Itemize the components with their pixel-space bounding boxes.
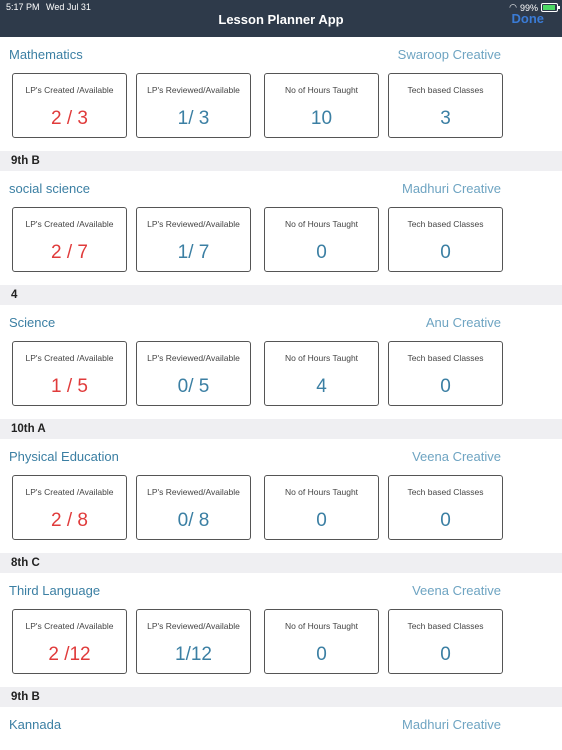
subject-row[interactable]: Science Anu Creative <box>0 305 562 341</box>
battery-icon <box>541 3 560 12</box>
class-header: 9th B <box>0 151 562 171</box>
card-label: LP's Created /Available <box>25 219 114 229</box>
hours-taught-card[interactable]: No of Hours Taught 0 <box>264 609 379 674</box>
subject-name: Physical Education <box>9 449 119 464</box>
hours-taught-value: 0 <box>316 644 327 665</box>
lp-created-card[interactable]: LP's Created /Available 2 / 7 <box>12 207 127 272</box>
lp-reviewed-value: 1/ 7 <box>177 242 210 263</box>
hours-taught-card[interactable]: No of Hours Taught 0 <box>264 475 379 540</box>
lp-created-value: 2 / 8 <box>51 510 88 531</box>
stats-cards: LP's Created /Available 2 /12 LP's Revie… <box>0 609 562 675</box>
teacher-name: Anu Creative <box>425 315 501 330</box>
wifi-icon: ◠ <box>509 2 517 12</box>
subject-name: Kannada <box>9 717 62 732</box>
subject-row[interactable]: Third Language Veena Creative <box>0 573 562 609</box>
card-label: Tech based Classes <box>407 621 484 631</box>
card-label: No of Hours Taught <box>284 353 359 363</box>
subject-name: social science <box>9 181 90 196</box>
tech-classes-value: 0 <box>440 510 451 531</box>
tech-classes-value: 0 <box>440 376 451 397</box>
lp-reviewed-value: 0/ 5 <box>177 376 210 397</box>
lp-reviewed-value: 0/ 8 <box>177 510 210 531</box>
lp-created-card[interactable]: LP's Created /Available 2 / 3 <box>12 73 127 138</box>
card-label: No of Hours Taught <box>284 621 359 631</box>
lp-created-value: 2 / 3 <box>51 108 88 129</box>
hours-taught-value: 4 <box>316 376 327 397</box>
card-label: LP's Reviewed/Available <box>147 85 240 95</box>
card-label: Tech based Classes <box>407 85 484 95</box>
tech-classes-value: 0 <box>440 644 451 665</box>
card-label: LP's Created /Available <box>25 621 114 631</box>
stats-cards: LP's Created /Available 1 / 5 LP's Revie… <box>0 341 562 407</box>
hours-taught-value: 10 <box>310 108 333 129</box>
card-label: LP's Reviewed/Available <box>147 621 240 631</box>
lp-created-card[interactable]: LP's Created /Available 2 / 8 <box>12 475 127 540</box>
card-label: Tech based Classes <box>407 487 484 497</box>
lp-reviewed-card[interactable]: LP's Reviewed/Available 1/ 7 <box>136 207 251 272</box>
card-label: Tech based Classes <box>407 353 484 363</box>
status-indicators: ◠ 99% <box>509 2 560 13</box>
tech-classes-value: 0 <box>440 242 451 263</box>
card-label: LP's Reviewed/Available <box>147 219 240 229</box>
class-header: 10th A <box>0 419 562 439</box>
subject-row[interactable]: Physical Education Veena Creative <box>0 439 562 475</box>
lp-created-value: 1 / 5 <box>51 376 88 397</box>
card-label: LP's Reviewed/Available <box>147 353 240 363</box>
teacher-name: Veena Creative <box>412 583 501 598</box>
card-label: No of Hours Taught <box>284 219 359 229</box>
lp-reviewed-card[interactable]: LP's Reviewed/Available 0/ 8 <box>136 475 251 540</box>
teacher-name: Madhuri Creative <box>402 181 501 196</box>
lp-reviewed-card[interactable]: LP's Reviewed/Available 1/12 <box>136 609 251 674</box>
hours-taught-value: 0 <box>316 510 327 531</box>
card-label: No of Hours Taught <box>284 487 359 497</box>
lp-reviewed-card[interactable]: LP's Reviewed/Available 1/ 3 <box>136 73 251 138</box>
done-button[interactable]: Done <box>511 11 545 26</box>
tech-classes-card[interactable]: Tech based Classes 0 <box>388 609 503 674</box>
lp-reviewed-value: 1/12 <box>175 644 212 665</box>
stats-cards: LP's Created /Available 2 / 3 LP's Revie… <box>0 73 562 139</box>
hours-taught-value: 0 <box>316 242 327 263</box>
card-label: Tech based Classes <box>407 219 484 229</box>
tech-classes-value: 3 <box>440 108 451 129</box>
tech-classes-card[interactable]: Tech based Classes 3 <box>388 73 503 138</box>
subject-row[interactable]: Kannada Madhuri Creative <box>0 707 562 743</box>
teacher-name: Swaroop Creative <box>397 47 501 62</box>
teacher-name: Veena Creative <box>412 449 501 464</box>
nav-bar: 5:17 PM Wed Jul 31 ◠ 99% Lesson Planner … <box>0 0 562 37</box>
hours-taught-card[interactable]: No of Hours Taught 4 <box>264 341 379 406</box>
card-label: LP's Created /Available <box>25 85 114 95</box>
lp-created-value: 2 / 7 <box>51 242 88 263</box>
lesson-list: Mathematics Swaroop Creative LP's Create… <box>0 37 562 743</box>
class-header: 9th B <box>0 687 562 707</box>
stats-cards: LP's Created /Available 2 / 8 LP's Revie… <box>0 475 562 541</box>
subject-name: Mathematics <box>9 47 83 62</box>
battery-percent: 99% <box>519 2 538 13</box>
card-label: LP's Created /Available <box>25 353 114 363</box>
card-label: LP's Created /Available <box>25 487 114 497</box>
page-title: Lesson Planner App <box>218 12 344 27</box>
lp-created-value: 2 /12 <box>48 644 91 665</box>
tech-classes-card[interactable]: Tech based Classes 0 <box>388 341 503 406</box>
stats-cards: LP's Created /Available 2 / 7 LP's Revie… <box>0 207 562 273</box>
subject-row[interactable]: Mathematics Swaroop Creative <box>0 37 562 73</box>
lp-reviewed-value: 1/ 3 <box>177 108 210 129</box>
card-label: LP's Reviewed/Available <box>147 487 240 497</box>
class-header: 4 <box>0 285 562 305</box>
card-label: No of Hours Taught <box>284 85 359 95</box>
teacher-name: Madhuri Creative <box>402 717 501 732</box>
lp-created-card[interactable]: LP's Created /Available 2 /12 <box>12 609 127 674</box>
subject-row[interactable]: social science Madhuri Creative <box>0 171 562 207</box>
subject-name: Science <box>9 315 56 330</box>
status-date: Wed Jul 31 <box>46 2 91 12</box>
lp-created-card[interactable]: LP's Created /Available 1 / 5 <box>12 341 127 406</box>
status-time: 5:17 PM <box>6 2 40 12</box>
subject-name: Third Language <box>9 583 101 598</box>
lp-reviewed-card[interactable]: LP's Reviewed/Available 0/ 5 <box>136 341 251 406</box>
class-header: 8th C <box>0 553 562 573</box>
tech-classes-card[interactable]: Tech based Classes 0 <box>388 207 503 272</box>
tech-classes-card[interactable]: Tech based Classes 0 <box>388 475 503 540</box>
hours-taught-card[interactable]: No of Hours Taught 0 <box>264 207 379 272</box>
hours-taught-card[interactable]: No of Hours Taught 10 <box>264 73 379 138</box>
